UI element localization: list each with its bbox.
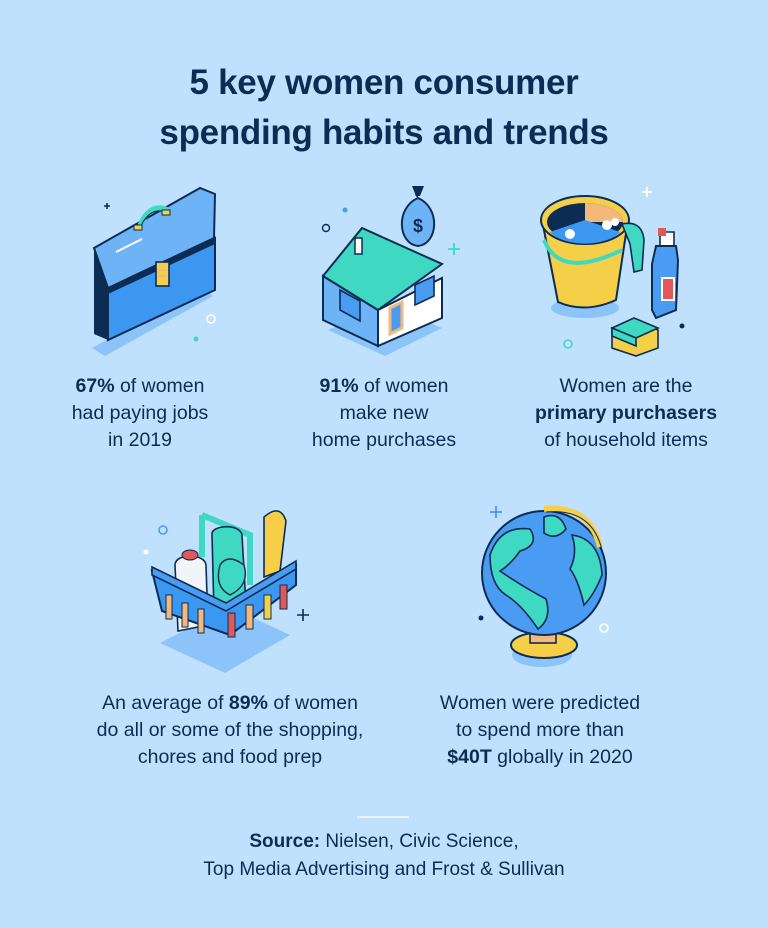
title-line-2: spending habits and trends [159, 113, 609, 152]
title-line-1: 5 key women consumer [189, 63, 579, 102]
stat-jobs: 67% of women had paying jobs in 2019 [71, 375, 209, 451]
source-label: Source: [249, 831, 321, 852]
stat-household-value: primary purchasers [534, 402, 718, 424]
stat-homes-value: 91% [319, 375, 359, 397]
divider [357, 816, 409, 818]
house-money-bag-icon: $ [321, 186, 460, 356]
stat-global-spend-value: $40T [447, 746, 492, 768]
stat-shopping: An average of 89% of women do all or som… [96, 692, 364, 768]
stat-homes: 91% of women make new home purchases [311, 375, 457, 451]
stat-global-spend: Women were predicted to spend more than … [439, 692, 641, 768]
stat-jobs-value: 67% [75, 375, 115, 397]
shopping-basket-icon [143, 510, 309, 673]
page-title: 5 key women consumer spending habits and… [0, 58, 768, 158]
cleaning-bucket-icon [540, 187, 685, 357]
svg-text:$: $ [413, 216, 423, 236]
briefcase-icon [92, 186, 217, 356]
stat-household: Women are the primary purchasers of hous… [534, 375, 718, 451]
source-note: Source: Nielsen, Civic Science, Top Medi… [203, 831, 565, 880]
stat-shopping-value: 89% [228, 692, 268, 714]
globe-icon [478, 505, 609, 667]
